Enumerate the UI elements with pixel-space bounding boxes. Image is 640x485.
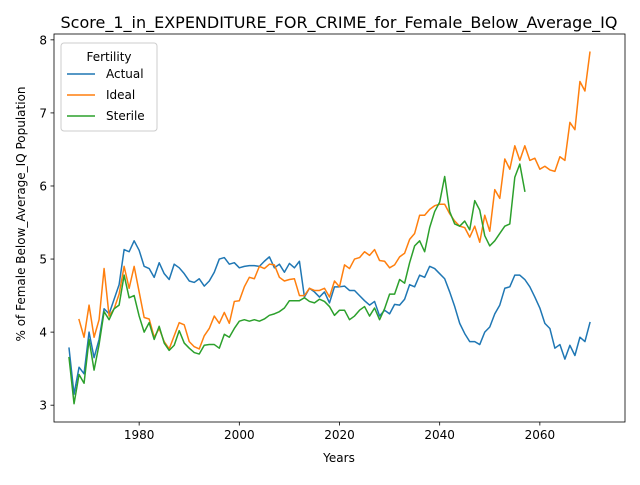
legend-label-actual: Actual — [106, 67, 144, 81]
y-tick-label: 6 — [39, 179, 47, 193]
plot-area — [53, 33, 626, 423]
x-tick-label: 2020 — [324, 428, 355, 442]
series-line-actual — [68, 240, 591, 395]
x-tick-label: 2000 — [224, 428, 255, 442]
x-tick-label: 1980 — [124, 428, 155, 442]
x-tick-label: 2040 — [424, 428, 455, 442]
legend-label-sterile: Sterile — [106, 109, 145, 123]
legend-box — [60, 42, 158, 132]
legend-title: Fertility — [86, 50, 131, 64]
y-tick-label: 8 — [39, 33, 47, 47]
series-line-sterile — [68, 163, 526, 405]
y-tick-label: 3 — [39, 399, 47, 413]
x-tick-label: 2060 — [525, 428, 556, 442]
legend-label-ideal: Ideal — [106, 88, 135, 102]
x-axis: 1980 2000 2020 2040 2060 — [124, 422, 555, 442]
legend: Fertility Actual Ideal Sterile — [60, 42, 158, 132]
y-tick-label: 4 — [39, 326, 47, 340]
y-tick-label: 7 — [39, 106, 47, 120]
x-axis-label: Years — [322, 451, 355, 465]
y-tick-label: 5 — [39, 253, 47, 267]
chart-title: Score_1_in_EXPENDITURE_FOR_CRIME_for_Fem… — [61, 13, 618, 33]
y-axis: 3 4 5 6 7 8 — [39, 33, 54, 413]
y-axis-label: % of Female Below_Average_IQ Population — [14, 86, 28, 341]
legend-items: Actual Ideal Sterile — [67, 67, 145, 123]
